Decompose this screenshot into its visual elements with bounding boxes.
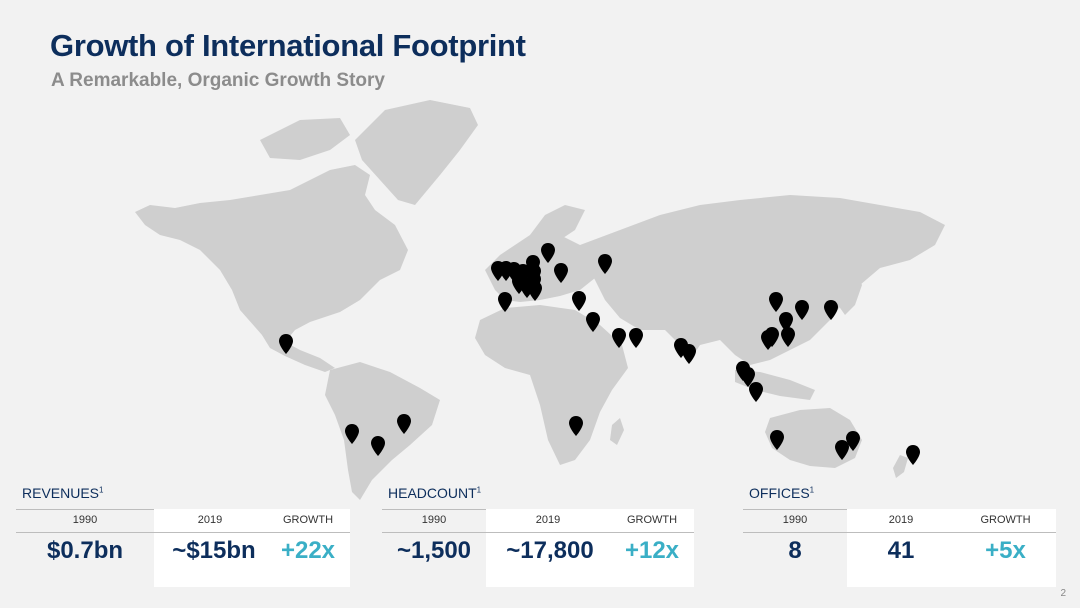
revenues-1990-value: $0.7bn [46, 537, 124, 564]
revenues-table: 1990 $0.7bn 2019 ~$15bn GROWTH +22x [16, 509, 350, 587]
japan [838, 270, 862, 315]
year-1990-header: 1990 [782, 514, 808, 526]
year-2019-header: 2019 [888, 514, 914, 526]
headcount-1990-value: ~1,500 [396, 537, 472, 564]
arctic-islands [260, 118, 350, 160]
offices-table: 1990 8 2019 41 GROWTH +5x [743, 509, 1056, 587]
map-pin-icon [749, 382, 763, 402]
greenland [355, 100, 478, 205]
headcount-col-1990: 1990 ~1,500 [382, 509, 486, 587]
year-1990-header: 1990 [421, 514, 447, 526]
southeast-asia-islands [735, 370, 815, 400]
headcount-table: 1990 ~1,500 2019 ~17,800 GROWTH +12x [382, 509, 694, 587]
offices-1990-value: 8 [788, 537, 802, 564]
map-pin-icon [572, 291, 586, 311]
headcount-col-2019: 2019 ~17,800 GROWTH +12x [486, 509, 694, 587]
revenues-2019-value: ~$15bn [172, 537, 256, 564]
asia [580, 195, 945, 365]
south-america [325, 362, 440, 500]
year-1990-header: 1990 [72, 514, 98, 526]
growth-header: GROWTH [980, 514, 1031, 526]
revenues-label: REVENUES1 [22, 485, 104, 501]
offices-col-1990: 1990 8 [743, 509, 847, 587]
revenues-col-2019: 2019 ~$15bn GROWTH +22x [154, 509, 350, 587]
madagascar [610, 418, 624, 445]
offices-growth-value: +5x [985, 537, 1026, 564]
land-masses [135, 100, 945, 500]
offices-2019-value: 41 [887, 537, 915, 564]
revenues-growth-value: +22x [280, 537, 336, 564]
map-pin-icon [629, 328, 643, 348]
headcount-label: HEADCOUNT1 [388, 485, 482, 501]
map-pin-icon [682, 344, 696, 364]
map-pin-icon [906, 445, 920, 465]
headcount-growth-value: +12x [624, 537, 680, 564]
revenues-col-1990: 1990 $0.7bn [16, 509, 154, 587]
offices-col-2019: 2019 41 GROWTH +5x [847, 509, 1056, 587]
central-america [262, 335, 335, 372]
north-america [135, 165, 408, 350]
year-2019-header: 2019 [535, 514, 561, 526]
page-number: 2 [1060, 588, 1066, 599]
new-zealand [893, 455, 908, 478]
headcount-2019-value: ~17,800 [506, 537, 594, 564]
growth-header: GROWTH [282, 514, 334, 526]
offices-label: OFFICES1 [749, 485, 815, 501]
africa [475, 305, 628, 465]
growth-header: GROWTH [626, 514, 678, 526]
year-2019-header: 2019 [197, 514, 223, 526]
page-subtitle: A Remarkable, Organic Growth Story [51, 70, 385, 91]
scandinavia [530, 205, 585, 245]
page-title: Growth of International Footprint [50, 28, 526, 63]
